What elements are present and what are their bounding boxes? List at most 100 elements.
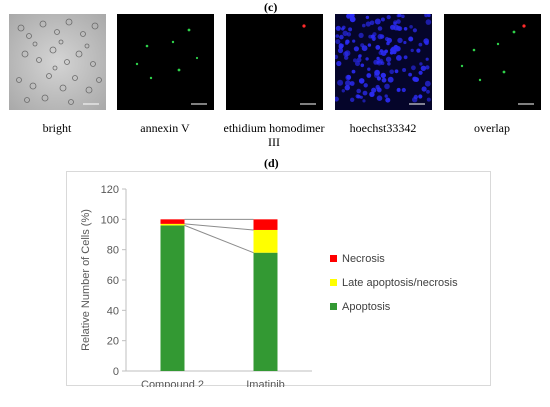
x-tick-label: Compound 2 (141, 379, 204, 387)
legend-label: Apoptosis (342, 301, 391, 313)
nucleus-dot (413, 94, 418, 100)
nucleus-dot (394, 69, 399, 74)
annexin-image (117, 14, 214, 110)
nucleus-dot (396, 55, 402, 61)
nucleus-dot (384, 94, 388, 98)
nucleus-dot (377, 33, 383, 40)
nucleus-dot (426, 89, 430, 94)
nucleus-dot (374, 18, 381, 25)
nucleus-dot (376, 87, 381, 92)
micrograph-hoechst (333, 12, 432, 110)
nucleus-dot (385, 97, 391, 103)
nucleus-dot (341, 27, 345, 31)
nucleus-dot (350, 97, 355, 103)
nucleus-dot (375, 45, 381, 50)
nucleus-dot (337, 79, 344, 86)
x-tick-label: Imatinib (246, 379, 285, 387)
nucleus-dot (403, 27, 408, 31)
legend-label: Late apoptosis/necrosis (342, 277, 458, 289)
nucleus-dot (345, 80, 351, 87)
nucleus-dot (343, 51, 349, 57)
chart-svg: 0 20 40 60 80 100 120 Relative Number of Cells … (80, 184, 458, 391)
nucleus-dot (426, 97, 431, 102)
nucleus-dot (378, 50, 383, 56)
nucleus-dot (425, 65, 430, 70)
micrograph-bright (9, 14, 106, 110)
nucleus-dot (389, 69, 394, 75)
nucleus-dot (397, 37, 403, 44)
nucleus-dot (345, 39, 350, 44)
nucleus-dot (374, 72, 380, 78)
nucleus-dot (362, 99, 366, 103)
nucleus-dot (377, 26, 383, 31)
nucleus-dot (353, 58, 357, 63)
nucleus-dot (393, 21, 397, 26)
bar-segment (253, 219, 278, 230)
nucleus-dot (386, 37, 392, 44)
micrograph-overlap (444, 14, 541, 110)
nucleus-dot (361, 45, 368, 52)
nucleus-dot (348, 27, 353, 32)
nucleus-dot (412, 28, 417, 33)
nucleus-dot (427, 13, 431, 18)
nucleus-dot (352, 39, 356, 43)
nucleus-dot (356, 57, 362, 63)
y-axis-title: Relative Number of Cells (%) (80, 209, 92, 351)
bar-segment (253, 229, 278, 253)
panel-d-label: (d) (264, 156, 279, 170)
nucleus-dot (416, 48, 421, 53)
nucleus-dot (371, 87, 377, 93)
nucleus-dot (357, 54, 362, 59)
nucleus-dot (380, 72, 386, 79)
nucleus-dot (344, 85, 350, 91)
nucleus-dot (380, 17, 385, 22)
legend-swatch (330, 279, 337, 286)
nucleus-dot (337, 47, 344, 54)
nucleus-dot (367, 43, 372, 47)
caption-overlap: overlap (474, 121, 510, 135)
nucleus-dot (421, 86, 427, 92)
nucleus-dot (424, 80, 431, 87)
series-connector-line (184, 224, 254, 254)
nucleus-dot (353, 46, 359, 52)
nucleus-dot (411, 65, 416, 71)
caption-hoechst: hoechst33342 (349, 121, 417, 135)
nucleus-dot (346, 13, 352, 19)
nucleus-dot (362, 90, 368, 96)
nucleus-dot (335, 39, 341, 45)
nucleus-dot (339, 34, 344, 40)
nucleus-dot (349, 81, 355, 86)
nucleus-dot (425, 19, 432, 25)
nucleus-dot (358, 78, 365, 84)
nucleus-dot (381, 77, 387, 83)
nucleus-dot (341, 89, 345, 93)
nucleus-dot (367, 67, 371, 71)
nucleus-dot (360, 63, 365, 68)
nucleus-dot (393, 46, 399, 52)
nucleus-dot (362, 23, 366, 28)
nucleus-dot (396, 88, 401, 93)
nucleus-dot (356, 88, 361, 94)
nucleus-dot (369, 91, 375, 98)
nucleus-dot (393, 24, 399, 31)
nucleus-dot (371, 35, 377, 41)
caption-annexin: annexin V (140, 121, 190, 135)
nucleus-dot (365, 21, 371, 27)
nucleus-dot (355, 94, 360, 99)
y-tick-label: 60 (107, 275, 119, 287)
nucleus-dot (410, 48, 414, 53)
legend-swatch (330, 255, 337, 262)
nucleus-dot (338, 43, 343, 48)
overlap-image (444, 14, 541, 110)
bar-segment (160, 219, 185, 224)
micrograph-row (0, 12, 550, 110)
y-tick-label: 100 (101, 214, 119, 226)
legend-label: Necrosis (342, 253, 385, 265)
nucleus-dot (376, 95, 383, 101)
nucleus-dot (387, 62, 391, 66)
nucleus-dot (418, 94, 423, 99)
nucleus-dot (333, 96, 339, 102)
nucleus-dot (351, 69, 356, 74)
y-tick-label: 0 (113, 366, 119, 378)
nucleus-dot (402, 68, 407, 72)
